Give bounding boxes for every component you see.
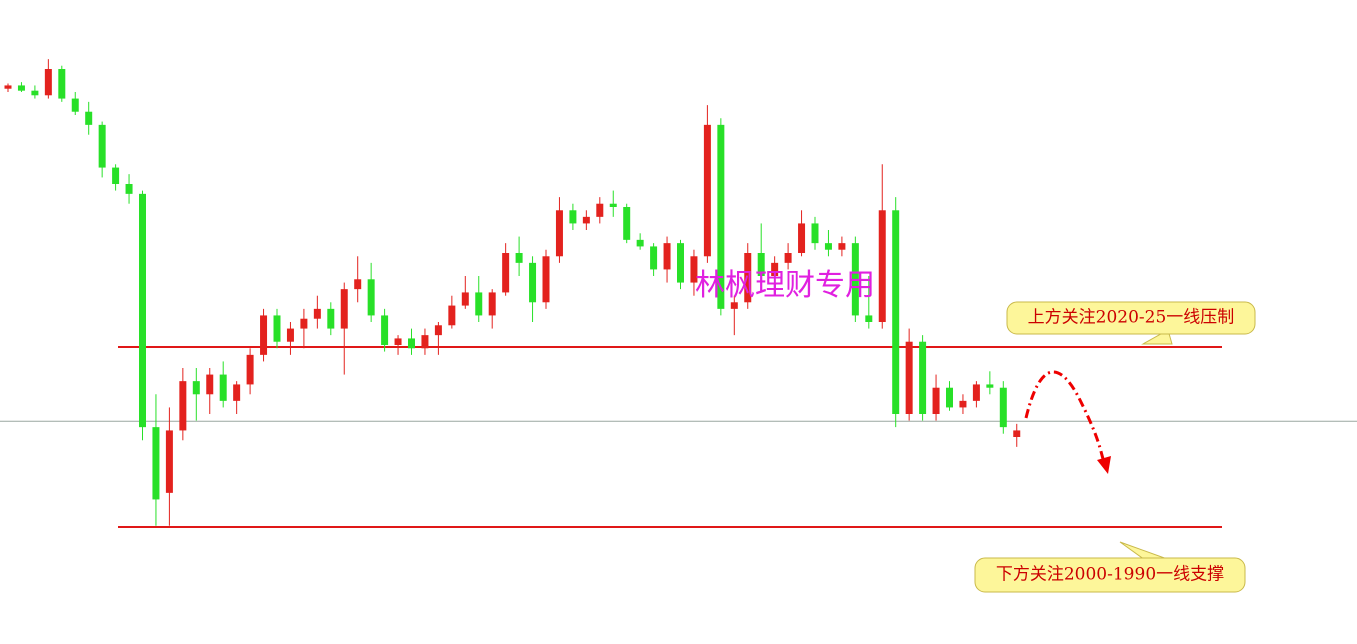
candle-body	[85, 111, 93, 125]
candle-body	[730, 302, 738, 309]
candle-body	[623, 207, 631, 240]
candle-body	[677, 243, 684, 283]
candle-body	[179, 381, 187, 431]
candle-body	[542, 256, 550, 303]
candle-body	[152, 427, 160, 500]
candle-body	[972, 384, 980, 401]
candle-body	[919, 341, 927, 414]
annotation: 下方关注2000-1990一线支撑	[996, 565, 1224, 585]
candle-body	[999, 387, 1007, 428]
candle-body	[233, 384, 241, 401]
candle-body	[206, 374, 214, 395]
candle-body	[798, 223, 806, 253]
candle-body	[340, 289, 348, 329]
candle-body	[502, 253, 510, 293]
candle-body	[448, 305, 456, 326]
candle-body	[112, 167, 120, 184]
candle-body	[959, 400, 967, 408]
candle-body	[596, 203, 604, 217]
candle-body	[757, 253, 765, 276]
candle-body	[408, 338, 415, 349]
candle-body	[4, 85, 12, 89]
candle-body	[139, 193, 146, 428]
candle-body	[273, 315, 281, 342]
candle-body	[636, 239, 644, 247]
candle-body	[165, 430, 173, 493]
candle-body	[17, 85, 25, 91]
candle-body	[434, 325, 442, 336]
callout-pointer	[1119, 541, 1171, 561]
candle-body	[811, 223, 819, 244]
candle-body	[986, 384, 994, 388]
candle-body	[529, 262, 537, 303]
candle-body	[851, 243, 859, 316]
candle-body	[367, 279, 375, 316]
candle-body	[609, 203, 617, 207]
candle-body	[300, 318, 308, 329]
candle-body	[31, 90, 39, 96]
candle-body	[286, 328, 294, 342]
candle-body	[878, 210, 886, 322]
candle-body	[569, 210, 577, 224]
candle-body	[865, 315, 873, 322]
annotation: 上方关注2020-25一线压制	[1028, 308, 1235, 328]
candle-body	[1013, 430, 1021, 437]
candle-body	[905, 341, 913, 414]
candle-body	[71, 98, 79, 112]
candle-body	[717, 124, 725, 309]
callout-box	[974, 557, 1246, 593]
arrow-head	[1097, 456, 1111, 474]
candle-body	[838, 243, 846, 250]
candle-body	[946, 387, 953, 408]
candle-body	[58, 69, 66, 99]
candle-body	[771, 262, 779, 276]
candle-body	[932, 387, 940, 414]
candle-body	[98, 124, 106, 168]
candle-body	[192, 381, 200, 395]
candle-body	[488, 292, 496, 316]
candle-body	[381, 315, 389, 345]
candle-body	[394, 338, 402, 345]
candle-body	[354, 279, 362, 290]
candle-body	[892, 210, 900, 414]
candle-body	[421, 335, 429, 349]
candle-body	[313, 308, 321, 319]
candle-body	[219, 374, 227, 401]
candle-body	[824, 243, 832, 250]
candle-body	[246, 354, 254, 385]
forecast-arrow	[1024, 370, 1106, 463]
callout-box	[1006, 301, 1256, 335]
candle-body	[663, 243, 671, 270]
candle-body	[260, 315, 268, 355]
candle-body	[327, 308, 335, 329]
candle-body	[582, 216, 590, 224]
candle-body	[461, 292, 469, 306]
candle-body	[44, 69, 52, 96]
candle-body	[703, 124, 711, 257]
candle-body	[650, 246, 658, 270]
candle-body	[125, 184, 133, 194]
candle-body	[744, 253, 752, 303]
candle-body	[555, 210, 563, 257]
candle-body	[784, 253, 792, 263]
watermark: 林枫理财专用	[695, 268, 875, 303]
candle-body	[690, 256, 698, 283]
candle-body	[515, 253, 523, 263]
candle-body	[475, 292, 483, 316]
